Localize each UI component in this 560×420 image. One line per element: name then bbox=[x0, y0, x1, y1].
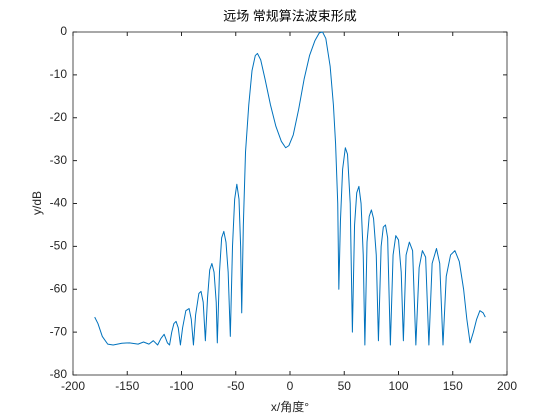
y-tick-label: -10 bbox=[50, 67, 68, 81]
x-tick-label: -150 bbox=[115, 379, 139, 393]
y-tick-label: -70 bbox=[50, 324, 68, 338]
y-tick-label: -80 bbox=[50, 367, 68, 381]
y-tick-label: 0 bbox=[60, 24, 67, 38]
chart-title: 远场 常规算法波束形成 bbox=[223, 8, 357, 23]
y-tick-label: -60 bbox=[50, 281, 68, 295]
x-tick-label: -100 bbox=[169, 379, 193, 393]
y-tick-label: -30 bbox=[50, 153, 68, 167]
x-tick-label: 100 bbox=[388, 379, 408, 393]
x-axis-label: x/角度° bbox=[271, 399, 309, 414]
y-tick-label: -40 bbox=[50, 196, 68, 210]
x-tick-label: -200 bbox=[61, 379, 85, 393]
x-tick-label: -50 bbox=[227, 379, 245, 393]
y-tick-label: -20 bbox=[50, 110, 68, 124]
x-tick-label: 0 bbox=[287, 379, 294, 393]
data-line bbox=[94, 31, 486, 346]
y-tick-label: -50 bbox=[50, 239, 68, 253]
axes-box bbox=[72, 31, 508, 376]
y-axis-label: y/dB bbox=[30, 191, 44, 215]
x-tick-label: 200 bbox=[497, 379, 517, 393]
x-tick-label: 50 bbox=[338, 379, 352, 393]
x-tick-label: 150 bbox=[443, 379, 463, 393]
